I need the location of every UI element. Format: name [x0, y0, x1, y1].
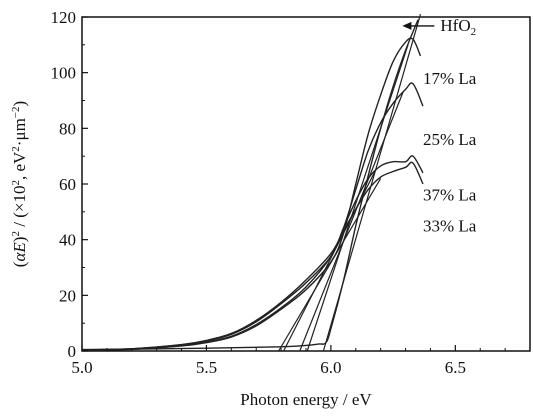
annotation-la37: 37% La: [423, 186, 477, 205]
y-tick-label: 40: [59, 231, 76, 250]
fit-line-37pct-la: [283, 169, 377, 352]
x-tick-label: 5.5: [196, 358, 217, 377]
plot-frame: [81, 16, 531, 352]
data-curves: [81, 19, 424, 351]
x-ticks: 5.0 5.5 6.0 6.5: [71, 345, 531, 377]
fit-lines: [278, 14, 422, 352]
series-line-17pct-la: [81, 37, 422, 351]
x-tick-label: 6.0: [320, 358, 341, 377]
hfo2-arrow-head: [402, 21, 412, 30]
annotations: HfO2 17% La 25% La 37% La 33% La: [402, 16, 477, 235]
fit-line-25pct-la: [299, 91, 404, 352]
y-tick-label: 0: [68, 342, 77, 361]
y-tick-label: 100: [51, 64, 77, 83]
series-line-hfo2: [81, 19, 419, 351]
y-tick-label: 60: [59, 175, 76, 194]
y-tick-label: 120: [51, 8, 77, 27]
annotation-la25: 25% La: [423, 130, 477, 149]
x-tick-label: 5.0: [71, 358, 92, 377]
x-axis-title: Photon energy / eV: [240, 390, 372, 409]
annotation-la17: 17% La: [423, 69, 477, 88]
y-tick-label: 20: [59, 286, 76, 305]
x-tick-label: 6.5: [445, 358, 466, 377]
y-ticks: 0 20 40 60 80 100 120: [51, 8, 88, 361]
annotation-hfo2: HfO2: [440, 16, 476, 38]
series-line-33pct-la: [81, 161, 424, 351]
y-axis-title: (αE)2 / (×102, eV2·μm−2): [10, 101, 29, 267]
annotation-la33: 33% La: [423, 216, 477, 235]
y-tick-label: 80: [59, 119, 76, 138]
